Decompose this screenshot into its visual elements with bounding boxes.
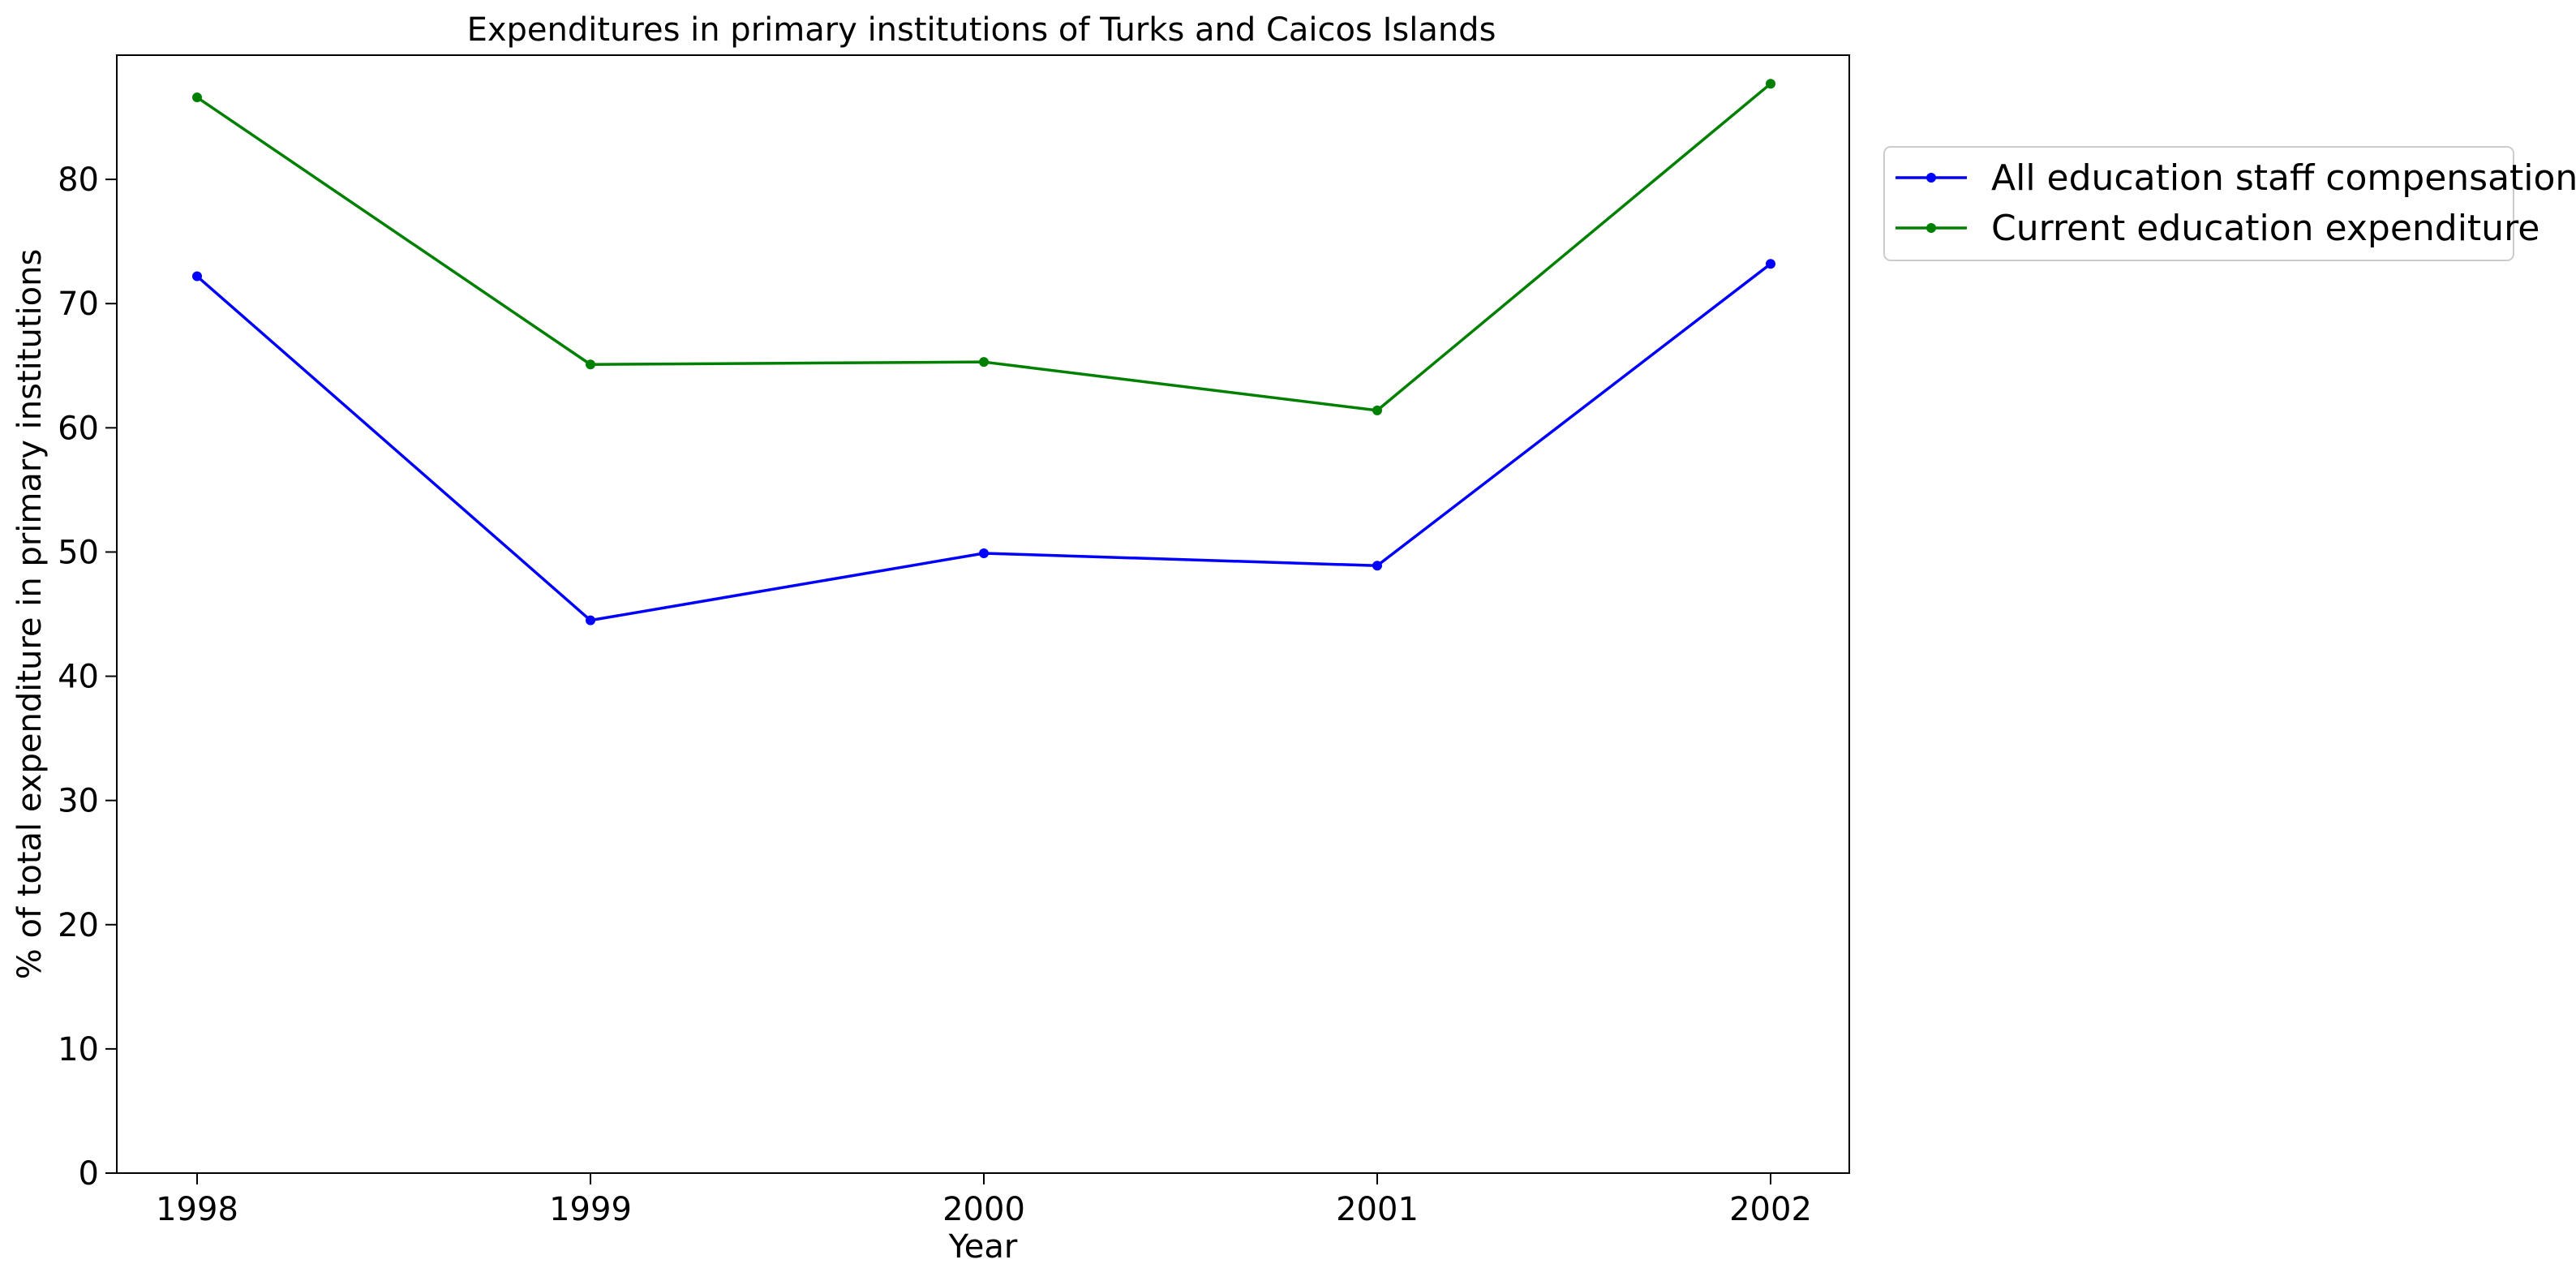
- x-tick-label: 1998: [156, 1191, 238, 1228]
- y-axis: 0 10 20 30 40 50 60 70 80: [58, 161, 117, 1193]
- legend-label: Current education expenditure: [1991, 208, 2540, 249]
- y-tick-label: 0: [79, 1155, 99, 1193]
- chart-title: Expenditures in primary institutions of …: [467, 11, 1496, 49]
- x-tick-label: 2002: [1729, 1191, 1812, 1228]
- y-tick-label: 10: [58, 1031, 99, 1068]
- data-point: [1766, 79, 1775, 89]
- x-tick-label: 2001: [1336, 1191, 1419, 1228]
- y-tick-label: 70: [58, 286, 99, 323]
- legend-swatch-marker: [1926, 173, 1936, 183]
- y-tick-label: 20: [58, 907, 99, 944]
- x-tick-label: 2000: [942, 1191, 1025, 1228]
- y-tick-label: 80: [58, 161, 99, 199]
- x-axis: 1998 1999 2000 2001 2002: [156, 1173, 1812, 1228]
- data-point: [1372, 561, 1382, 571]
- data-point: [979, 548, 989, 558]
- y-tick-label: 60: [58, 410, 99, 447]
- y-axis-label: % of total expenditure in primary instit…: [11, 249, 49, 980]
- x-axis-label: Year: [948, 1228, 1018, 1266]
- y-tick-label: 30: [58, 783, 99, 820]
- y-tick-label: 40: [58, 659, 99, 696]
- data-point: [1372, 405, 1382, 415]
- legend-swatch-marker: [1926, 223, 1936, 233]
- plot-area: [116, 54, 1850, 1174]
- data-point: [1766, 259, 1775, 269]
- x-tick-label: 1999: [549, 1191, 632, 1228]
- data-point: [192, 271, 202, 282]
- data-point: [586, 359, 595, 370]
- legend-label: All education staff compensation: [1991, 157, 2576, 199]
- data-point: [979, 357, 989, 368]
- data-point: [586, 615, 595, 625]
- y-tick-label: 50: [58, 534, 99, 571]
- data-point: [192, 92, 202, 103]
- series-layer: [192, 79, 1775, 625]
- legend-frame: [1883, 146, 2514, 261]
- legend: All education staff compensation Current …: [1883, 146, 2576, 261]
